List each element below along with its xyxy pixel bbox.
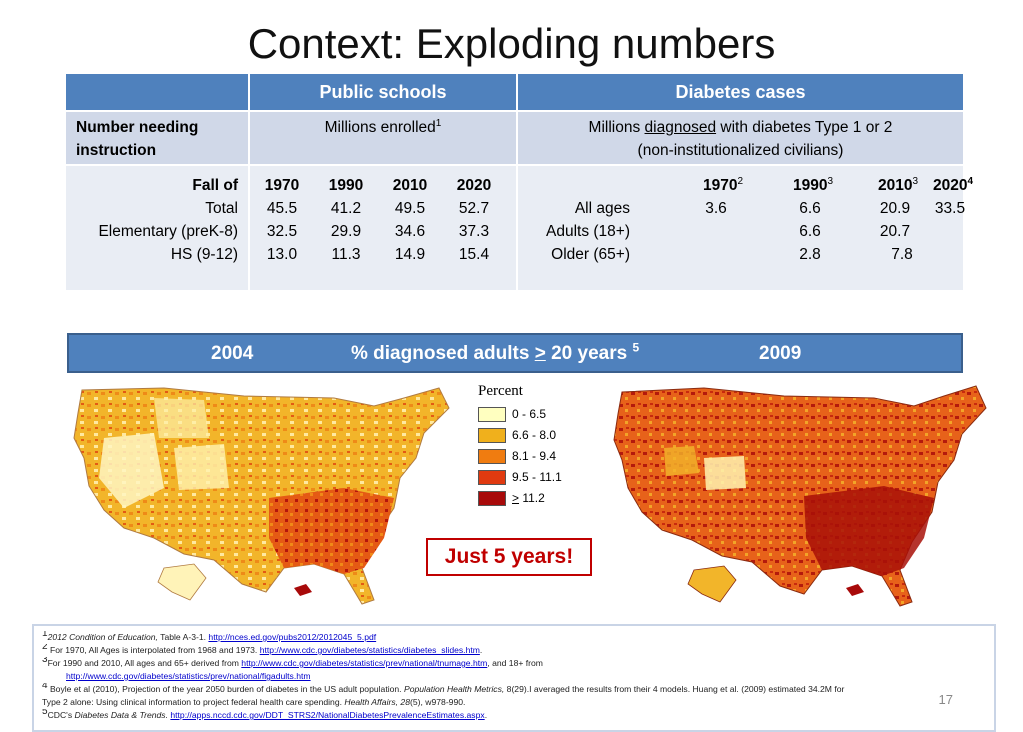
- public-year: 1970: [264, 177, 300, 194]
- data-table: Public schools Diabetes cases Number nee…: [66, 74, 973, 290]
- public-value: 37.3: [458, 223, 490, 240]
- page-number: 17: [938, 692, 953, 707]
- footnote-1-link[interactable]: http://nces.ed.gov/pubs2012/2012045_5.pd…: [208, 632, 377, 642]
- header-diabetes-cases: Diabetes cases: [518, 74, 963, 110]
- row-label-cell: Number needing instruction: [66, 112, 248, 166]
- footnote-4-cont: Type 2 alone: Using clinical information…: [42, 697, 466, 707]
- footnote-5-link[interactable]: http://apps.nccd.cdc.gov/DDT_STRS2/Natio…: [170, 710, 485, 720]
- diab-value: 6.6: [799, 200, 821, 217]
- footnote-2: 2 For 1970, All Ages is interpolated fro…: [42, 644, 483, 655]
- just-five-years-callout: Just 5 years!: [426, 538, 592, 576]
- public-values-cell: 1970 1990 2010 2020 45.5 41.2 49.5 52.7 …: [250, 166, 516, 290]
- public-value: 11.3: [331, 246, 361, 263]
- footnote-4: 4 Boyle et al (2010), Projection of the …: [42, 683, 845, 694]
- legend-label: 6.6 - 8.0: [512, 428, 557, 442]
- public-value: 14.9: [394, 246, 426, 263]
- banner-caption: % diagnosed adults > 20 years 5: [351, 340, 640, 364]
- footnote-3-link-2[interactable]: http://www.cdc.gov/diabetes/statistics/p…: [66, 671, 311, 681]
- diabetes-subheader: Millions diagnosed with diabetes Type 1 …: [588, 119, 893, 136]
- legend-label: 8.1 - 9.4: [512, 449, 557, 463]
- public-year: 1990: [328, 177, 364, 194]
- banner-year-left: 2004: [211, 343, 254, 364]
- public-value: 13.0: [266, 246, 298, 263]
- legend-swatch: [478, 491, 506, 506]
- public-value: 49.5: [394, 200, 426, 217]
- diabetes-subheader-cell: Millions diagnosed with diabetes Type 1 …: [518, 112, 963, 166]
- legend-title: Percent: [478, 383, 523, 399]
- footnote-3: 3For 1990 and 2010, All ages and 65+ der…: [42, 657, 543, 668]
- footnote-2-link[interactable]: http://www.cdc.gov/diabetes/statistics/d…: [259, 645, 480, 655]
- diab-year: 20103: [877, 175, 919, 194]
- diab-value: 7.8: [891, 246, 913, 263]
- diab-year: 19702: [702, 175, 744, 194]
- diab-value: 3.6: [705, 200, 727, 217]
- public-value: 52.7: [458, 200, 490, 217]
- public-value: 29.9: [330, 223, 362, 240]
- footnote-5: 5CDC's Diabetes Data & Trends. http://ap…: [42, 709, 488, 720]
- maps-banner: 2004 % diagnosed adults > 20 years 5 200…: [67, 333, 963, 373]
- diabetes-subheader-2: (non-institutionalized civilians): [637, 142, 844, 159]
- footnote-3-link[interactable]: http://www.cdc.gov/diabetes/statistics/p…: [241, 658, 488, 668]
- footnote-3-cont: http://www.cdc.gov/diabetes/statistics/p…: [42, 670, 986, 683]
- diab-value: 20.9: [879, 200, 911, 217]
- legend-swatch: [478, 449, 506, 464]
- slide-title: Context: Exploding numbers: [247, 20, 776, 67]
- diab-value: 20.7: [879, 223, 911, 240]
- legend-swatch: [478, 470, 506, 485]
- diab-value: 6.6: [799, 223, 821, 240]
- diabetes-values-cell: All ages Adults (18+) Older (65+) 19702 …: [518, 166, 973, 290]
- legend-label: > 11.2: [512, 491, 545, 505]
- footnote-1: 12012 Condition of Education, Table A-3-…: [42, 631, 377, 642]
- public-labels-cell: Fall of Total Elementary (preK-8) HS (9-…: [66, 166, 248, 290]
- fall-of-label: Fall of: [192, 177, 238, 194]
- legend-label: 9.5 - 11.1: [512, 470, 562, 484]
- diab-year: 20204: [932, 175, 974, 194]
- diab-row-label: Older (65+): [551, 246, 630, 263]
- map-legend: Percent 0 - 6.5 6.6 - 8.0 8.1 - 9.4 9.5 …: [472, 383, 592, 506]
- banner-year-right: 2009: [759, 343, 802, 364]
- diab-year: 19903: [792, 175, 834, 194]
- row-label-line2: instruction: [76, 142, 157, 159]
- diab-row-label: All ages: [574, 200, 630, 217]
- diab-value: 33.5: [934, 200, 966, 217]
- public-value: 45.5: [266, 200, 298, 217]
- header-public-schools: Public schools: [250, 74, 518, 110]
- header-blank: [66, 74, 250, 110]
- public-value: 32.5: [266, 223, 298, 240]
- diab-row-label: Adults (18+): [545, 223, 630, 240]
- public-value: 41.2: [330, 200, 362, 217]
- public-subheader: Millions enrolled1: [324, 117, 442, 136]
- row-total-label: Total: [205, 200, 238, 217]
- legend-swatch: [478, 428, 506, 443]
- row-elementary-label: Elementary (preK-8): [98, 223, 238, 240]
- public-year: 2020: [456, 177, 492, 194]
- us-map-2004: [73, 387, 450, 605]
- diab-value: 2.8: [799, 246, 821, 263]
- us-map-2009: [613, 385, 987, 607]
- footnotes: 12012 Condition of Education, Table A-3-…: [32, 624, 996, 732]
- public-value: 34.6: [394, 223, 426, 240]
- legend-swatch: [478, 407, 506, 422]
- row-label-line1: Number needing: [76, 119, 199, 136]
- legend-label: 0 - 6.5: [512, 407, 547, 421]
- row-hs-label: HS (9-12): [170, 246, 238, 263]
- public-year: 2010: [392, 177, 428, 194]
- public-value: 15.4: [458, 246, 490, 263]
- public-subheader-cell: Millions enrolled1: [250, 112, 516, 166]
